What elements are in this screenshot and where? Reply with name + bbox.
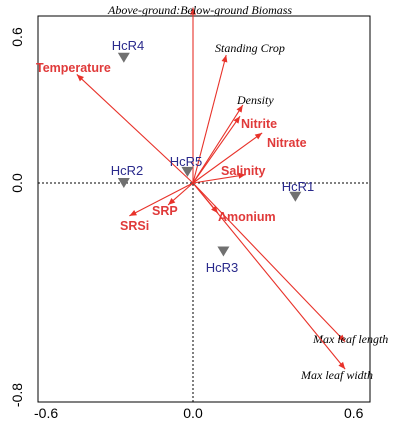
label-amonium: Amonium xyxy=(218,210,276,224)
site-label-hcr2: HcR2 xyxy=(111,163,144,178)
site-label-hcr5: HcR5 xyxy=(170,154,203,169)
arrowhead-density xyxy=(236,105,243,113)
y-tick-label: -0.8 xyxy=(9,383,25,407)
arrow-salinity xyxy=(192,174,246,184)
arrow-nitrite xyxy=(192,115,241,184)
arrow-max-leaf-length xyxy=(192,182,346,343)
site-marker-hcr4 xyxy=(117,52,130,63)
axis-ticks: -0.6 0.0 0.6 0.6 0.0 -0.8 xyxy=(9,27,364,421)
arrowhead-salinity xyxy=(238,172,246,179)
site-marker-hcr2 xyxy=(117,178,130,188)
x-tick-label: 0.6 xyxy=(344,405,364,421)
arrowhead-max-leaf-width xyxy=(338,361,346,370)
site-markers: HcR4 HcR2 HcR5 HcR1 HcR3 xyxy=(111,38,315,275)
arrow-density xyxy=(192,104,244,184)
x-tick-label: -0.6 xyxy=(34,405,58,421)
site-label-hcr4: HcR4 xyxy=(112,38,145,53)
label-max-leaf-length: Max leaf length xyxy=(312,332,388,346)
site-marker-hcr1 xyxy=(289,191,302,202)
label-salinity: Salinity xyxy=(221,164,266,178)
arrowhead-srp xyxy=(168,198,176,205)
plot-frame xyxy=(37,15,371,403)
arrowhead-temperature xyxy=(76,74,84,82)
label-max-leaf-width: Max leaf width xyxy=(300,368,373,382)
arrowhead-above-ground-below-ground-biomass xyxy=(190,7,196,15)
y-tick-label: 0.0 xyxy=(9,173,25,193)
arrow-srsi xyxy=(129,182,194,217)
label-above-ground-below-ground-biomass: Above-ground:Below-ground Biomass xyxy=(107,3,292,17)
label-nitrite: Nitrite xyxy=(241,117,277,131)
arrowhead-standing-crop xyxy=(221,54,228,63)
site-marker-hcr3 xyxy=(217,246,230,257)
site-label-hcr1: HcR1 xyxy=(282,179,315,194)
label-density: Density xyxy=(236,93,274,107)
arrowhead-srsi xyxy=(129,209,137,216)
label-srp: SRP xyxy=(152,204,178,218)
site-label-hcr3: HcR3 xyxy=(206,260,239,275)
arrowhead-max-leaf-length xyxy=(338,334,346,342)
arrowhead-nitrate xyxy=(254,132,263,140)
label-srsi: SRSi xyxy=(120,219,149,233)
arrowhead-nitrite xyxy=(233,116,241,124)
site-marker-hcr5 xyxy=(181,166,194,177)
arrow-max-leaf-width xyxy=(192,182,346,370)
label-nitrate: Nitrate xyxy=(267,136,307,150)
label-temperature: Temperature xyxy=(36,61,111,75)
arrow-temperature xyxy=(76,74,194,184)
x-tick-label: 0.0 xyxy=(183,405,203,421)
y-tick-label: 0.6 xyxy=(9,27,25,47)
env-vectors: Above-ground:Below-ground Biomass Standin… xyxy=(36,3,388,382)
arrow-standing-crop xyxy=(192,54,227,184)
label-standing-crop: Standing Crop xyxy=(215,41,285,55)
arrow-nitrate xyxy=(192,132,263,184)
